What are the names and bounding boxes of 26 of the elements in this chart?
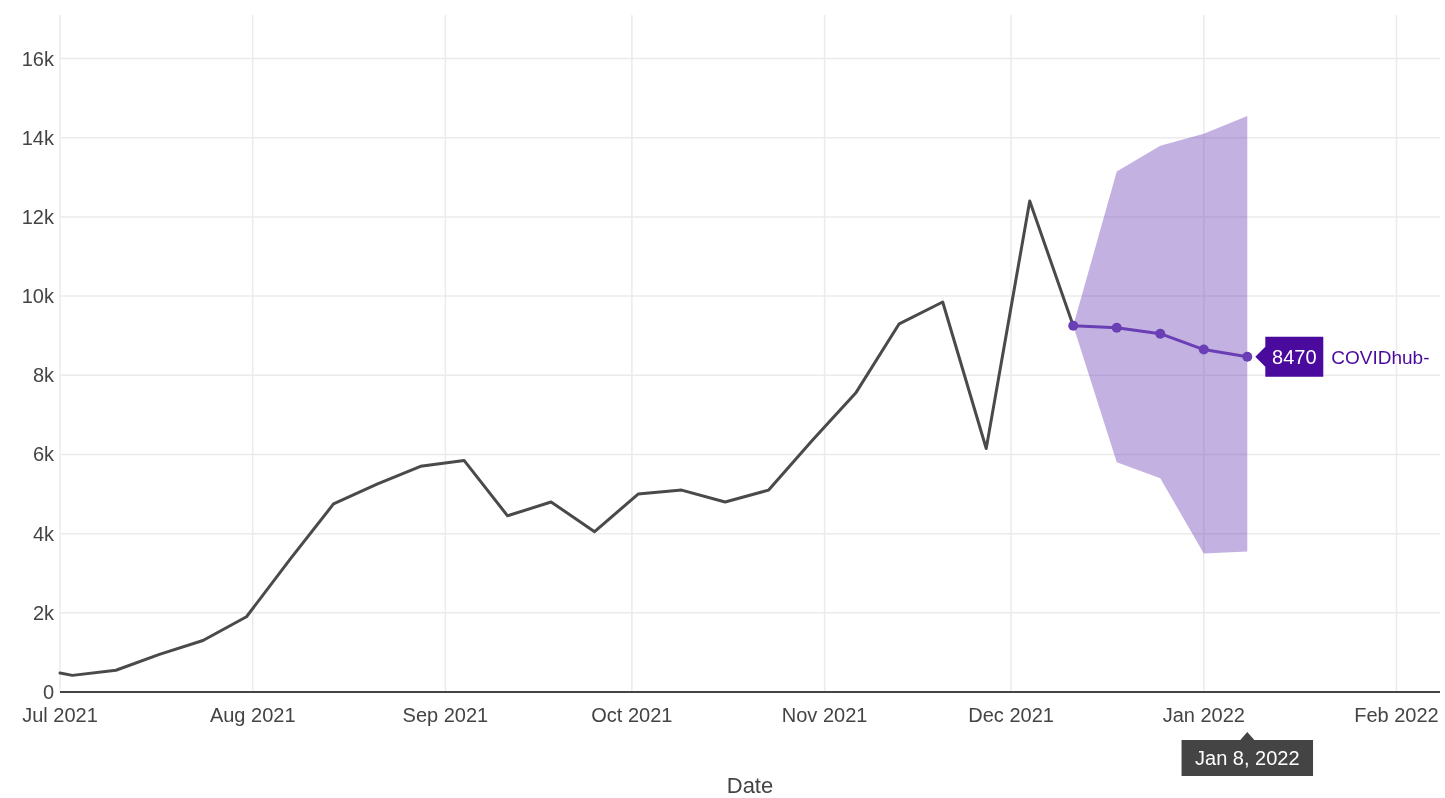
y-tick-label: 16k [21, 47, 55, 70]
x-tick-label: Feb 2022 [1354, 704, 1439, 726]
point [1111, 322, 1122, 333]
y-tick-label: 2k [32, 601, 55, 624]
y-tick-label: 0 [42, 681, 54, 703]
y-tick-label: 14k [21, 126, 55, 149]
x-tick-label: Jan 2022 [1162, 704, 1245, 726]
x-tick-label: Jul 2021 [22, 704, 98, 726]
x-tick-label: Sep 2021 [402, 704, 489, 726]
x-tick-label: Dec 2021 [968, 704, 1054, 726]
y-tick-label: 8k [32, 364, 55, 387]
x-tick-label: Aug 2021 [209, 704, 296, 726]
y-tick-label: 12k [21, 205, 55, 228]
x-tick-label: Oct 2021 [591, 704, 673, 726]
point [1198, 344, 1209, 355]
y-tick-label: 6k [32, 443, 55, 466]
data-label: 8470 [1272, 345, 1317, 368]
text: COVIDhub- [1331, 346, 1430, 368]
x-tick-label: Nov 2021 [781, 704, 868, 726]
point [1242, 351, 1253, 362]
y-tick-label: 4k [32, 522, 55, 545]
y-tick-label: 10k [21, 285, 55, 308]
x-axis-title: Date [726, 773, 774, 798]
point [1155, 328, 1166, 339]
point [1068, 320, 1079, 331]
text: Jan 8, 2022 [1195, 747, 1300, 769]
